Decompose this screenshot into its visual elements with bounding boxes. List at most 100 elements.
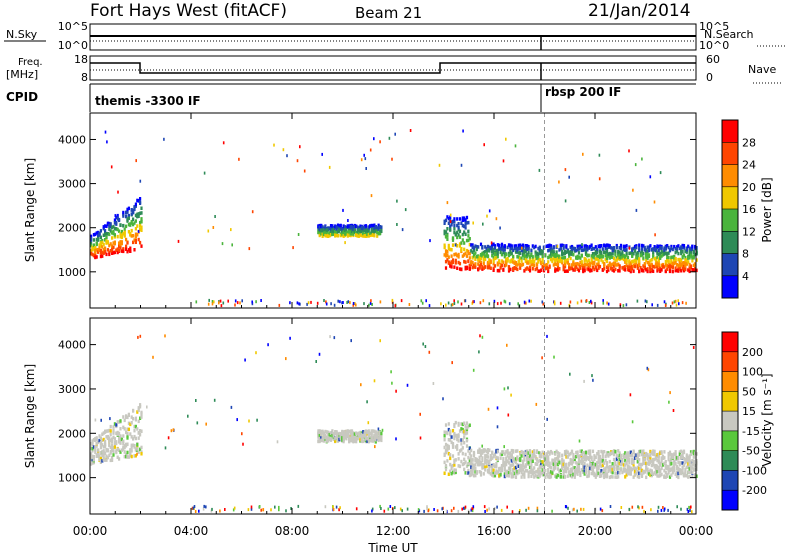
range-cell xyxy=(347,300,350,304)
range-cell xyxy=(685,301,687,305)
range-cell xyxy=(488,264,491,269)
range-cell xyxy=(349,438,352,443)
range-cell xyxy=(669,391,671,395)
range-cell xyxy=(586,263,589,267)
range-cell xyxy=(126,219,129,223)
range-cell xyxy=(617,475,620,479)
range-cell xyxy=(635,256,638,260)
range-cell xyxy=(673,244,676,249)
range-cell xyxy=(654,258,658,263)
range-cell xyxy=(600,254,603,259)
range-cell xyxy=(605,253,609,257)
range-cell xyxy=(508,302,511,306)
range-cell xyxy=(633,258,637,263)
range-cell xyxy=(562,475,565,479)
range-cell xyxy=(486,470,490,474)
range-cell xyxy=(535,469,539,474)
range-cell xyxy=(353,228,356,232)
range-cell xyxy=(248,419,250,423)
range-cell xyxy=(509,471,512,475)
range-cell xyxy=(509,453,512,457)
range-cell xyxy=(479,453,483,458)
range-cell xyxy=(477,267,480,272)
range-cell xyxy=(388,136,391,140)
range-cell xyxy=(327,430,330,435)
range-cell xyxy=(631,265,634,269)
range-cell xyxy=(628,472,631,476)
range-cell xyxy=(338,437,341,442)
range-cell xyxy=(652,461,655,465)
range-cell xyxy=(524,463,527,467)
range-cell xyxy=(653,257,656,261)
range-cell xyxy=(221,242,224,246)
range-cell xyxy=(674,453,677,457)
range-cell xyxy=(446,215,449,219)
range-cell xyxy=(668,267,672,271)
range-cell xyxy=(389,505,392,508)
range-cell xyxy=(618,269,621,273)
range-cell xyxy=(663,248,666,252)
range-cell xyxy=(426,507,428,511)
date-title: 21/Jan/2014 xyxy=(588,1,691,21)
range-cell xyxy=(363,225,366,230)
range-cell xyxy=(509,243,512,248)
range-cell xyxy=(258,505,261,508)
range-cell xyxy=(673,462,676,467)
range-cell xyxy=(342,439,345,444)
range-cell xyxy=(472,454,476,458)
range-cell xyxy=(673,300,676,304)
range-cell xyxy=(691,255,694,259)
y-tick-label: 4000 xyxy=(58,133,86,146)
range-cell xyxy=(447,216,450,221)
range-cell xyxy=(635,471,638,475)
range-cell xyxy=(139,447,142,452)
range-cell xyxy=(625,251,628,256)
range-cell xyxy=(108,221,111,226)
range-cell xyxy=(111,439,114,444)
range-cell xyxy=(267,343,269,347)
range-cell xyxy=(695,246,698,250)
range-cell xyxy=(566,269,569,273)
range-cell xyxy=(443,452,446,457)
range-cell xyxy=(680,507,682,511)
range-cell xyxy=(270,508,272,512)
range-cell xyxy=(482,252,485,256)
range-cell xyxy=(472,254,476,258)
range-cell xyxy=(115,441,118,446)
range-cell xyxy=(664,251,667,255)
range-cell xyxy=(109,222,112,226)
range-cell xyxy=(447,243,450,248)
range-cell xyxy=(526,252,529,257)
range-cell xyxy=(374,434,377,438)
range-cell xyxy=(507,253,511,258)
range-cell xyxy=(680,258,683,263)
range-cell xyxy=(548,465,551,469)
range-cell xyxy=(117,190,119,194)
range-cell xyxy=(680,471,683,476)
range-cell xyxy=(97,234,100,238)
range-cell xyxy=(505,252,508,257)
range-cell xyxy=(664,304,667,307)
range-cell xyxy=(449,215,452,219)
range-cell xyxy=(451,258,455,262)
range-cell xyxy=(139,433,142,437)
range-cell xyxy=(342,437,345,441)
range-cell xyxy=(618,453,621,458)
range-cell xyxy=(622,454,625,458)
range-cell xyxy=(354,302,356,306)
range-cell xyxy=(364,437,368,441)
range-cell xyxy=(662,506,664,509)
range-cell xyxy=(321,228,324,233)
range-cell xyxy=(122,247,125,251)
range-cell xyxy=(126,454,129,459)
range-cell xyxy=(694,474,697,478)
range-cell xyxy=(513,261,516,265)
range-cell xyxy=(115,431,118,435)
range-cell xyxy=(502,268,505,272)
range-cell xyxy=(90,252,93,256)
range-cell xyxy=(664,247,667,251)
range-cell xyxy=(673,261,676,266)
range-cell xyxy=(654,454,658,459)
range-cell xyxy=(586,248,589,252)
range-cell xyxy=(664,263,667,267)
